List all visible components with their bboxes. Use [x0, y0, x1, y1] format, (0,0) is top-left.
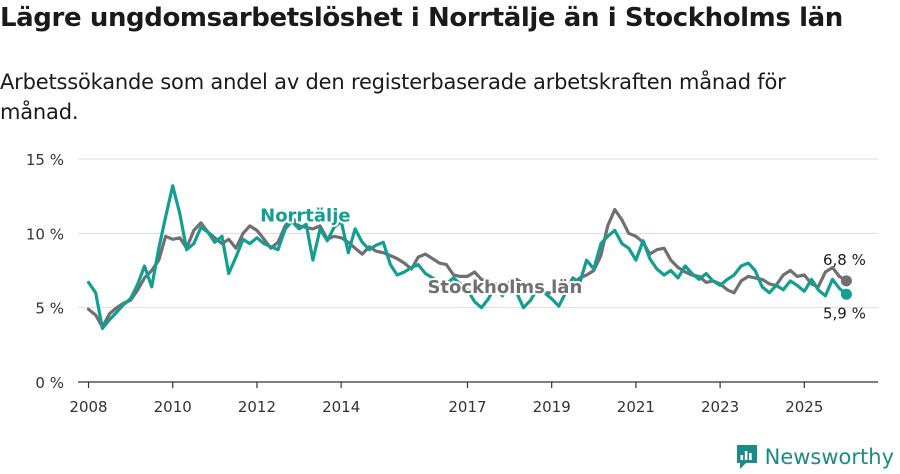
newsworthy-logo-icon [736, 445, 757, 469]
y-tick-label: 5 % [35, 300, 64, 318]
x-tick-label: 2023 [701, 398, 739, 416]
x-tick-label: 2014 [322, 398, 360, 416]
x-tick-label: 2008 [69, 398, 107, 416]
x-tick-label: 2017 [448, 398, 486, 416]
brand-name: Newsworthy [764, 445, 894, 469]
x-tick-label: 2019 [533, 398, 571, 416]
chart-title: Lägre ungdomsarbetslöshet i Norrtälje än… [0, 3, 843, 33]
end-label-stockholm: 6,8 % [823, 251, 866, 269]
end-point-norrtalje [840, 288, 852, 300]
x-tick-label: 2025 [785, 398, 823, 416]
series-label-stockholm: Stockholms län [427, 277, 582, 298]
y-tick-label: 0 % [35, 374, 64, 392]
x-tick-label: 2012 [238, 398, 276, 416]
line-chart: 0 % 5 % 10 % 15 % 2008 2010 2012 2014 2017 2019 20… [26, 151, 878, 416]
chart-subtitle: Arbetssökande som andel av den registerb… [0, 70, 786, 124]
series-label-norrtalje: Norrtälje [260, 205, 350, 226]
series-line-norrtalje [86, 184, 848, 331]
y-tick-label: 15 % [26, 151, 64, 169]
end-point-stockholm [840, 275, 852, 287]
x-tick-label: 2010 [154, 398, 192, 416]
end-label-norrtalje: 5,9 % [823, 304, 866, 322]
x-tick-label: 2021 [617, 398, 655, 416]
newsworthy-logo: Newsworthy [735, 444, 894, 470]
y-tick-label: 10 % [26, 225, 64, 243]
